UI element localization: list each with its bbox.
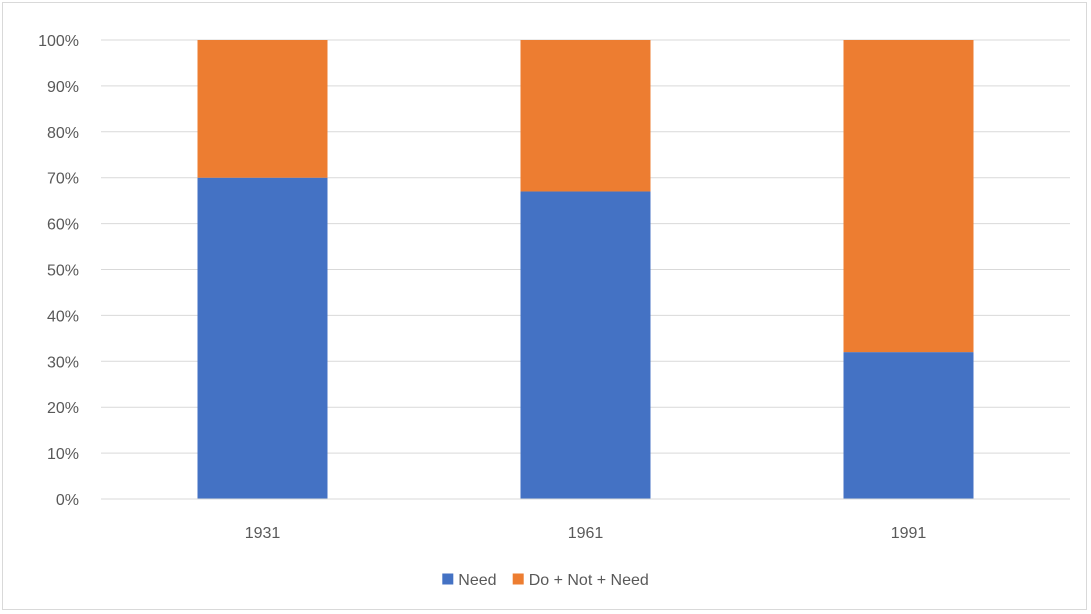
x-axis-ticks: 1931 1961 1991 — [245, 525, 927, 542]
legend: Need Do + Not + Need — [442, 572, 649, 589]
y-tick-label: 20% — [47, 400, 79, 417]
legend-swatch — [442, 573, 454, 585]
y-tick-label: 30% — [47, 354, 79, 371]
bar-segment-do-not-need — [843, 40, 974, 353]
x-tick-label: 1991 — [891, 525, 927, 542]
y-tick-label: 70% — [47, 171, 79, 188]
x-tick-label: 1961 — [568, 525, 604, 542]
legend-label: Do + Not + Need — [529, 572, 649, 589]
y-tick-label: 10% — [47, 446, 79, 463]
y-axis-ticks: 0% 10% 20% 30% 40% 50% 60% 70% 80% 90% 100% — [38, 33, 79, 509]
legend-swatch — [512, 573, 524, 585]
bar-segment-need — [197, 177, 328, 499]
legend-label: Need — [458, 572, 496, 589]
x-tick-label: 1931 — [245, 525, 281, 542]
bars — [197, 40, 974, 499]
y-tick-label: 0% — [56, 492, 79, 509]
y-tick-label: 100% — [38, 33, 79, 50]
y-tick-label: 80% — [47, 125, 79, 142]
y-tick-label: 60% — [47, 217, 79, 234]
bar-segment-need — [520, 191, 651, 499]
y-tick-label: 40% — [47, 308, 79, 325]
bar-segment-do-not-need — [520, 40, 651, 192]
y-tick-label: 90% — [47, 79, 79, 96]
bar-segment-do-not-need — [197, 40, 328, 178]
y-tick-label: 50% — [47, 263, 79, 280]
bar-segment-need — [843, 352, 974, 499]
